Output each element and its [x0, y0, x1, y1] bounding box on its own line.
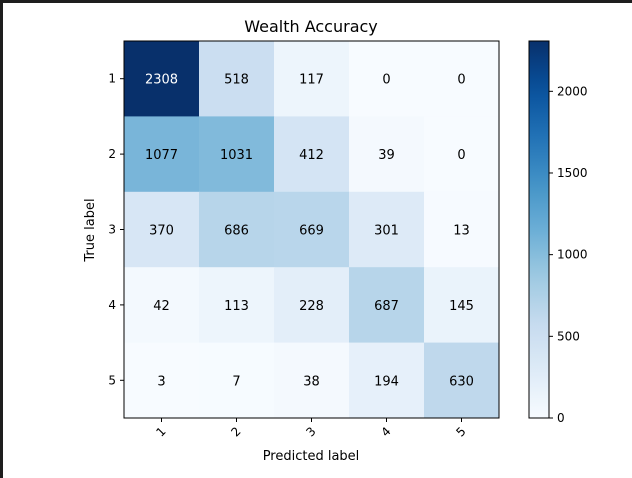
heatmap-cell [349, 342, 425, 419]
cell-value-label: 687 [374, 299, 399, 314]
heatmap-cell [124, 342, 200, 419]
cell-value-label: 113 [224, 299, 249, 314]
cell-value-label: 38 [303, 374, 320, 389]
cell-value-label: 630 [449, 374, 474, 389]
heatmap-cell [349, 191, 425, 268]
x-axis-label: Predicted label [263, 449, 360, 464]
cell-value-label: 145 [449, 299, 474, 314]
cell-value-label: 194 [374, 374, 399, 389]
figure: Wealth Accuracy 2308 518 117 0 0 1077 1031 412 3… [3, 3, 632, 478]
heatmap-cell [349, 41, 425, 117]
x-tick-label: 3 [303, 424, 318, 439]
heatmap-cell [349, 267, 425, 344]
cell-value-label: 301 [374, 224, 399, 239]
heatmap-cell [199, 41, 275, 117]
y-tick-label: 5 [108, 373, 116, 387]
cell-value-label: 686 [224, 224, 249, 239]
colorbar-gradient [528, 40, 550, 419]
heatmap-cell [274, 191, 350, 268]
cell-value-label: 1077 [145, 148, 178, 163]
colorbar-tick-label: 1500 [557, 166, 588, 180]
cell-value-label: 39 [378, 148, 395, 163]
heatmap-cell [274, 267, 350, 344]
heatmap-cell [199, 191, 275, 268]
cell-value-label: 0 [382, 73, 390, 88]
y-tick-label: 4 [108, 298, 116, 312]
heatmap-cell [124, 116, 200, 193]
cell-value-label: 7 [232, 374, 240, 389]
cell-value-label: 412 [299, 148, 324, 163]
heatmap-cell [424, 41, 500, 117]
colorbar-tick-label: 0 [557, 411, 565, 425]
heatmap-cell [124, 41, 200, 117]
heatmap-cell [424, 116, 500, 193]
cell-value-label: 3 [157, 374, 165, 389]
heatmap-cell [349, 116, 425, 193]
cell-value-label: 228 [299, 299, 324, 314]
heatmap-cell [424, 191, 500, 268]
y-tick-label: 1 [108, 72, 116, 86]
chart-title: Wealth Accuracy [244, 17, 378, 36]
heatmap-cell [199, 342, 275, 419]
heatmap-cell [124, 267, 200, 344]
y-tick-label: 3 [108, 223, 116, 237]
cell-value-label: 13 [453, 224, 470, 239]
x-tick-label: 5 [453, 424, 468, 439]
heatmap-cell [124, 191, 200, 268]
cell-value-label: 1031 [220, 148, 253, 163]
cell-value-label: 2308 [145, 73, 178, 88]
cell-value-label: 0 [457, 73, 465, 88]
x-tick-label: 4 [378, 424, 393, 439]
x-axis-ticks: 1 2 3 4 5 [153, 418, 469, 440]
colorbar-tick-label: 2000 [557, 84, 588, 98]
heatmap-cell [274, 116, 350, 193]
y-tick-label: 2 [108, 147, 116, 161]
y-axis-ticks: 1 2 3 4 5 [108, 72, 124, 387]
heatmap-cell [199, 267, 275, 344]
y-axis-label: True label [83, 198, 98, 262]
cell-value-label: 518 [224, 73, 249, 88]
cell-value-label: 117 [299, 73, 324, 88]
cell-value-label: 370 [149, 224, 174, 239]
colorbar: 0 500 1000 1500 2000 [528, 40, 588, 425]
cell-value-label: 0 [457, 148, 465, 163]
heatmap-cell [424, 267, 500, 344]
heatmap-cell [199, 116, 275, 193]
heatmap-cells: 2308 518 117 0 0 1077 1031 412 39 0 370 686 669 301 13… [124, 41, 500, 419]
heatmap-cell [274, 41, 350, 117]
colorbar-tick-label: 1000 [557, 248, 588, 262]
cell-value-label: 42 [153, 299, 170, 314]
heatmap-cell [424, 342, 500, 419]
heatmap-cell [274, 342, 350, 419]
cell-value-label: 669 [299, 224, 324, 239]
colorbar-tick-label: 500 [557, 329, 580, 343]
x-tick-label: 2 [228, 424, 243, 439]
x-tick-label: 1 [153, 424, 168, 439]
